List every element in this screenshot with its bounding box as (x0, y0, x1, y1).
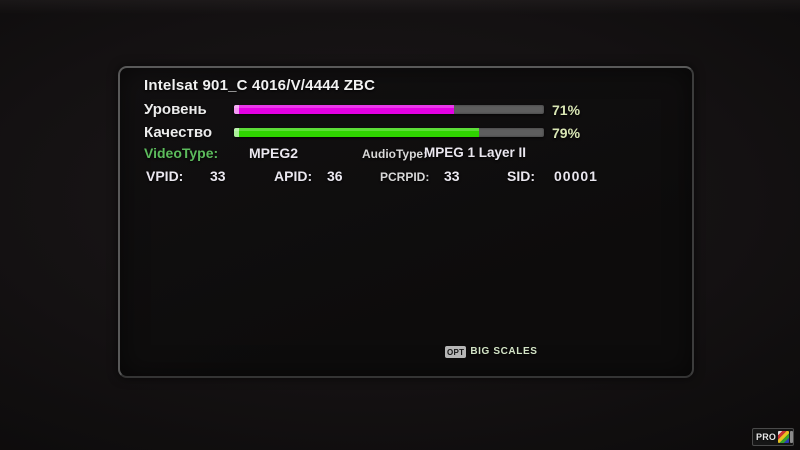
quality-bar (234, 128, 544, 137)
opt-big-scales-button[interactable]: OPT BIG SCALES (445, 343, 538, 358)
apid-value: 36 (327, 168, 343, 184)
quality-label: Качество (144, 124, 213, 141)
level-bar (234, 105, 544, 114)
level-label: Уровень (144, 101, 207, 118)
audio-type-label: AudioType: (362, 147, 428, 161)
channel-watermark: PRO (752, 428, 794, 446)
video-type-value: MPEG2 (249, 145, 299, 161)
signal-info-panel: Intelsat 901_C 4016/V/4444 ZBC Уровень 7… (118, 66, 694, 378)
apid-label: APID: (274, 168, 313, 184)
pcrpid-value: 33 (444, 168, 460, 184)
level-percent: 71% (552, 102, 581, 118)
level-bar-fill (234, 105, 455, 114)
audio-type-value: MPEG 1 Layer II (424, 145, 527, 160)
channel-watermark-text: PRO (756, 432, 777, 442)
sid-value: 00001 (554, 168, 598, 184)
opt-action-label: BIG SCALES (470, 346, 538, 358)
video-type-label: VideoType: (144, 145, 219, 161)
quality-percent: 79% (552, 125, 581, 141)
channel-logo-strip (790, 431, 793, 443)
vpid-label: VPID: (146, 168, 184, 184)
channel-logo-icon (778, 431, 790, 443)
pcrpid-label: PCRPID: (380, 169, 430, 184)
opt-key-badge: OPT (445, 345, 467, 358)
quality-bar-fill (234, 128, 479, 137)
vpid-value: 33 (210, 168, 226, 184)
transponder-title: Intelsat 901_C 4016/V/4444 ZBC (144, 77, 376, 94)
sid-label: SID: (507, 168, 535, 184)
